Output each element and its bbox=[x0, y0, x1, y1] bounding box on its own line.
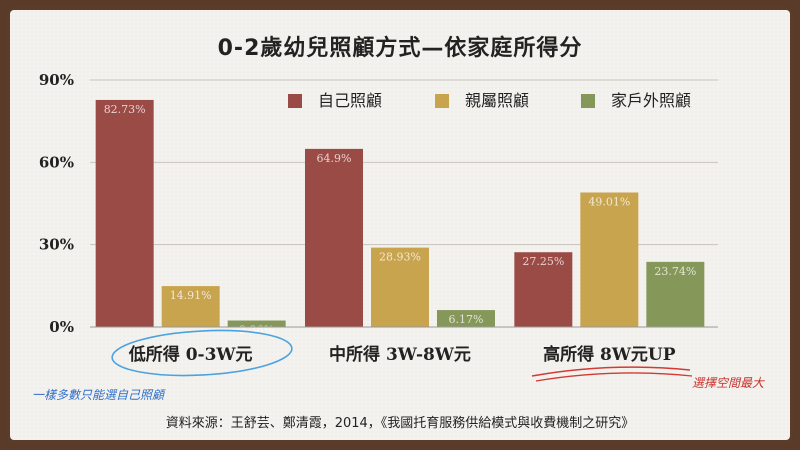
slide: 0-2歲幼兒照顧方式—依家庭所得分 0% 30% 60% 90% 82.73% 14.91… bbox=[10, 10, 790, 440]
underline-scribble bbox=[535, 372, 693, 382]
legend-swatch bbox=[288, 94, 302, 108]
y-tick-label: 30% bbox=[39, 236, 74, 254]
bar bbox=[646, 261, 705, 327]
bar bbox=[437, 310, 495, 327]
data-label: 27.25% bbox=[522, 255, 564, 268]
data-label: 6.17% bbox=[449, 313, 484, 326]
data-source: 資料來源：王舒芸、鄭清霞，2014，《我國托育服務供給模式與收費機制之研究》 bbox=[165, 416, 635, 431]
highlight-circle bbox=[111, 329, 293, 377]
data-label: 23.74% bbox=[654, 265, 696, 278]
bar bbox=[305, 148, 363, 327]
bar-chart: 0%30%60%90%82.73%14.91%2.36%低所得 0-3W元64.… bbox=[39, 71, 718, 382]
y-tick-label: 90% bbox=[39, 71, 74, 89]
data-label: 49.01% bbox=[588, 195, 630, 208]
bar bbox=[161, 286, 220, 327]
legend-swatch bbox=[435, 94, 449, 108]
data-label: 82.73% bbox=[104, 103, 146, 116]
underline-scribble bbox=[531, 366, 691, 377]
bar bbox=[580, 192, 639, 327]
bar bbox=[95, 99, 154, 327]
y-tick-label: 0% bbox=[49, 318, 74, 336]
annotation-low-income: 一樣多數只能選自己照顧 bbox=[32, 388, 165, 402]
data-label: 64.9% bbox=[317, 152, 352, 165]
legend-label: 家戶外照顧 bbox=[611, 91, 691, 110]
bar bbox=[371, 247, 429, 327]
legend-swatch bbox=[581, 94, 595, 108]
chart-title: 0-2歲幼兒照顧方式—依家庭所得分 bbox=[217, 36, 583, 61]
annotation-high-income: 選擇空間最大 bbox=[692, 376, 765, 390]
category-label: 高所得 8W元UP bbox=[543, 344, 676, 365]
legend-label: 親屬照顧 bbox=[465, 91, 529, 110]
y-tick-label: 60% bbox=[39, 153, 74, 171]
bar bbox=[227, 320, 286, 327]
bar bbox=[514, 252, 573, 327]
category-label: 中所得 3W-8W元 bbox=[329, 344, 471, 365]
legend-label: 自己照顧 bbox=[318, 91, 382, 110]
data-label: 14.91% bbox=[170, 289, 212, 302]
data-label: 28.93% bbox=[379, 251, 421, 264]
category-label: 低所得 0-3W元 bbox=[128, 344, 253, 365]
